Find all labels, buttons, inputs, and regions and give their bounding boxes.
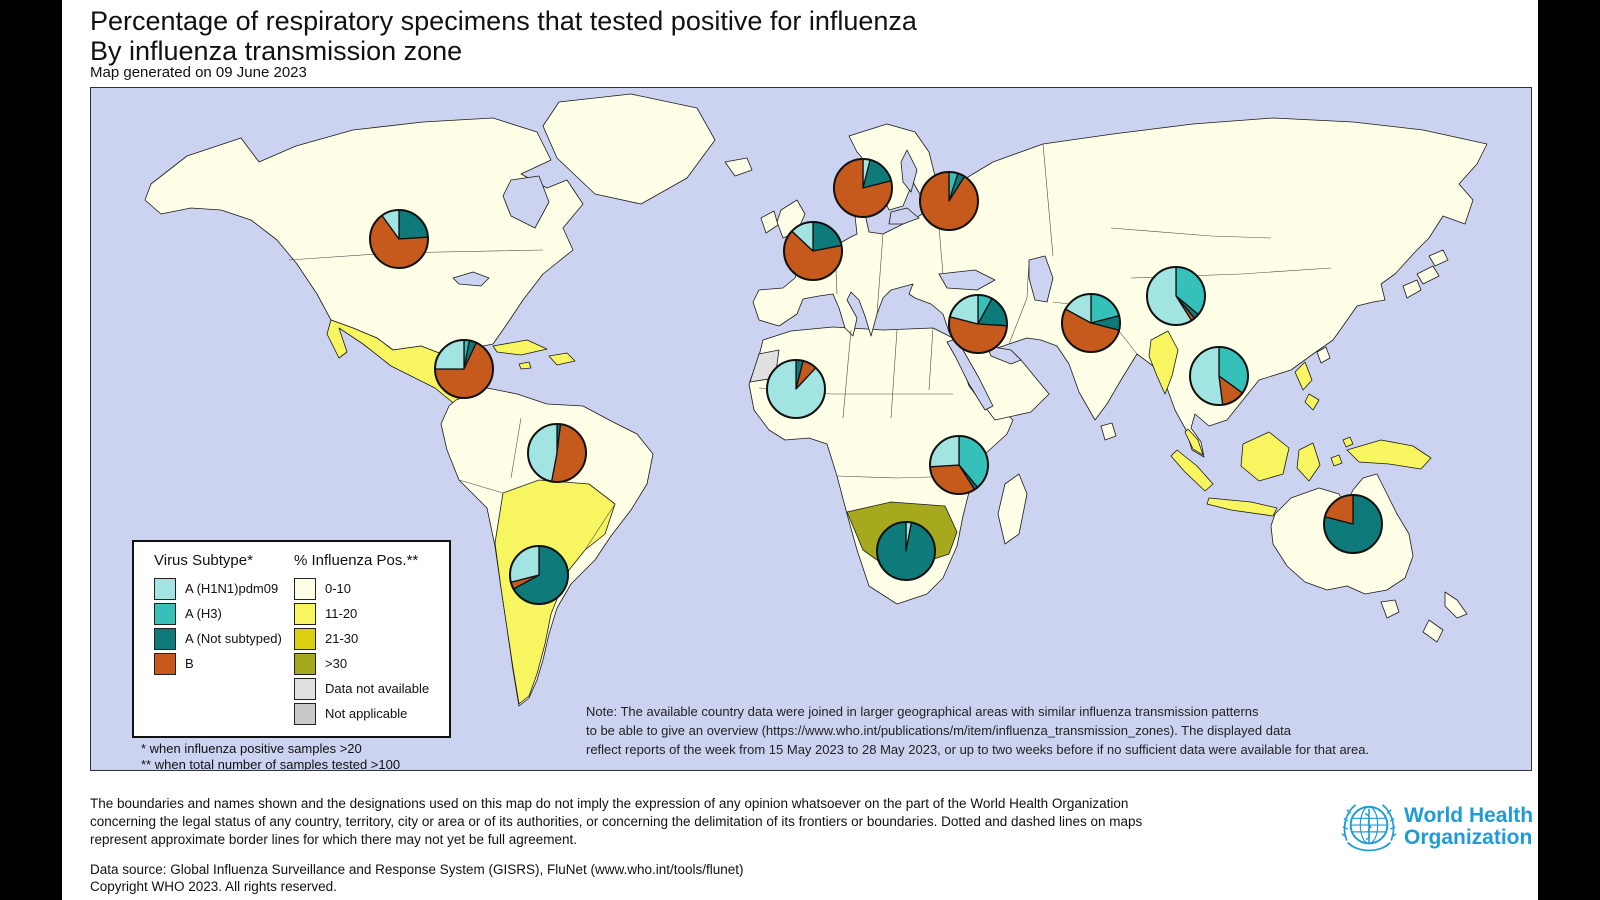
legend-pos-label: Data not available <box>325 681 430 696</box>
pie-outline <box>919 171 979 231</box>
disclaimer-line: concerning the legal status of any count… <box>90 814 1143 829</box>
pie-outline <box>948 294 1008 354</box>
map-note-line: reflect reports of the week from 15 May … <box>586 742 1370 757</box>
pie-northern-europe <box>833 158 893 218</box>
pie-southwest-europe <box>783 221 843 281</box>
legend-pos-swatch <box>294 702 316 725</box>
who-logo-icon <box>1341 804 1397 852</box>
pie-charts-layer <box>91 88 1531 770</box>
who-branding: World Health Organization <box>1340 798 1600 862</box>
map-note-line: to be able to give an overview (https://… <box>586 723 1292 738</box>
who-logo-text: World Health Organization <box>1404 805 1533 849</box>
pie-eastern-asia <box>1146 266 1206 326</box>
legend-pos-swatch <box>294 652 316 675</box>
legend-pos-item: Not applicable <box>294 702 444 725</box>
disclaimer-line: The boundaries and names shown and the d… <box>90 796 1129 811</box>
legend-influenza-pos: % Influenza Pos.** 0-10 11-20 21-30 >30 Data… <box>294 552 444 728</box>
legend-pos-item: 21-30 <box>294 627 444 650</box>
pie-slice-a-h1n1-pdm09 <box>509 545 540 583</box>
pie-southern-africa <box>876 521 936 581</box>
legend-virus-title: Virus Subtype* <box>154 552 253 569</box>
pie-eastern-africa <box>929 435 989 495</box>
legend-pos-swatch <box>294 677 316 700</box>
pie-north-america <box>369 209 429 269</box>
copyright-line: Copyright WHO 2023. All rights reserved. <box>90 879 337 894</box>
data-source-block: Data source: Global Influenza Surveillan… <box>90 861 744 895</box>
legend-virus-item: A (H3) <box>154 602 289 625</box>
legend-pos-item: 0-10 <box>294 577 444 600</box>
pie-outline <box>876 521 936 581</box>
legend-pos-title: % Influenza Pos.** <box>294 552 419 569</box>
pie-outline <box>509 545 569 605</box>
pie-slice-a-h1n1-pdm09 <box>1189 346 1224 406</box>
pie-western-africa <box>766 359 826 419</box>
legend-footnote-1: * when influenza positive samples >20 <box>141 741 362 756</box>
page: Percentage of respiratory specimens that… <box>62 0 1538 900</box>
legend-pos-swatch <box>294 627 316 650</box>
legend-box: Virus Subtype* A (H1N1)pdm09 A (H3) A (Not… <box>132 540 451 738</box>
pie-southeast-asia <box>1189 346 1249 406</box>
pie-outline <box>369 209 429 269</box>
legend-footnote-2: ** when total number of samples tested >… <box>141 757 401 771</box>
pie-outline <box>1061 293 1121 353</box>
boundary-disclaimer: The boundaries and names shown and the d… <box>90 795 1170 849</box>
country-borders <box>288 143 1332 551</box>
pie-outline <box>833 158 893 218</box>
pie-outline <box>527 423 587 483</box>
pie-central-america-caribbean <box>434 339 494 399</box>
legend-pos-item: Data not available <box>294 677 444 700</box>
legend-virus-label: A (H3) <box>185 606 222 621</box>
legend-virus-item: A (Not subtyped) <box>154 627 289 650</box>
pie-outline <box>434 339 494 399</box>
map-note-line: Note: The available country data were jo… <box>586 704 1259 719</box>
pie-outline <box>1323 494 1383 554</box>
map-note: Note: The available country data were jo… <box>586 702 1426 759</box>
disclaimer-line: represent approximate border lines for w… <box>90 832 578 847</box>
world-map-frame: Virus Subtype* A (H1N1)pdm09 A (H3) A (Not… <box>90 87 1532 771</box>
legend-pos-item: >30 <box>294 652 444 675</box>
pie-outline <box>1189 346 1249 406</box>
data-source-line: Data source: Global Influenza Surveillan… <box>90 862 744 877</box>
landmass-americas <box>144 93 753 707</box>
legend-pos-label: 11-20 <box>325 606 358 621</box>
who-name-line1: World Health <box>1404 804 1534 827</box>
legend-virus-label: A (H1N1)pdm09 <box>185 581 279 596</box>
legend-virus-item: A (H1N1)pdm09 <box>154 577 289 600</box>
legend-virus-label: A (Not subtyped) <box>185 631 282 646</box>
legend-virus-label: B <box>185 656 194 671</box>
legend-pos-item: 11-20 <box>294 602 444 625</box>
legend-pos-label: 21-30 <box>325 631 359 646</box>
pie-oceania <box>1323 494 1383 554</box>
page-title-line1: Percentage of respiratory specimens that… <box>90 6 917 36</box>
legend-virus-swatch <box>154 652 176 675</box>
legend-pos-label: >30 <box>325 656 348 671</box>
pie-eastern-europe <box>919 171 979 231</box>
pie-outline <box>929 435 989 495</box>
legend-pos-swatch <box>294 602 316 625</box>
legend-virus-swatch <box>154 627 176 650</box>
pie-slice-a-h1n1-pdm09 <box>527 423 558 483</box>
legend-pos-label: 0-10 <box>325 581 352 596</box>
legend-virus-swatch <box>154 602 176 625</box>
map-generated-date: Map generated on 09 June 2023 <box>90 64 307 81</box>
pie-southern-asia <box>1061 293 1121 353</box>
pie-western-asia <box>948 294 1008 354</box>
pie-temperate-south-america <box>509 545 569 605</box>
legend-virus-subtype: Virus Subtype* A (H1N1)pdm09 A (H3) A (Not… <box>154 552 289 678</box>
pie-outline <box>783 221 843 281</box>
who-name-line2: Organization <box>1404 826 1533 849</box>
pie-tropical-south-america <box>527 423 587 483</box>
legend-pos-swatch <box>294 577 316 600</box>
legend-pos-label: Not applicable <box>325 706 408 721</box>
page-title-line2: By influenza transmission zone <box>90 36 463 66</box>
legend-virus-swatch <box>154 577 176 600</box>
pie-outline <box>1146 266 1206 326</box>
pie-outline <box>766 359 826 419</box>
landmass-eurasia <box>752 117 1488 458</box>
legend-virus-item: B <box>154 652 289 675</box>
